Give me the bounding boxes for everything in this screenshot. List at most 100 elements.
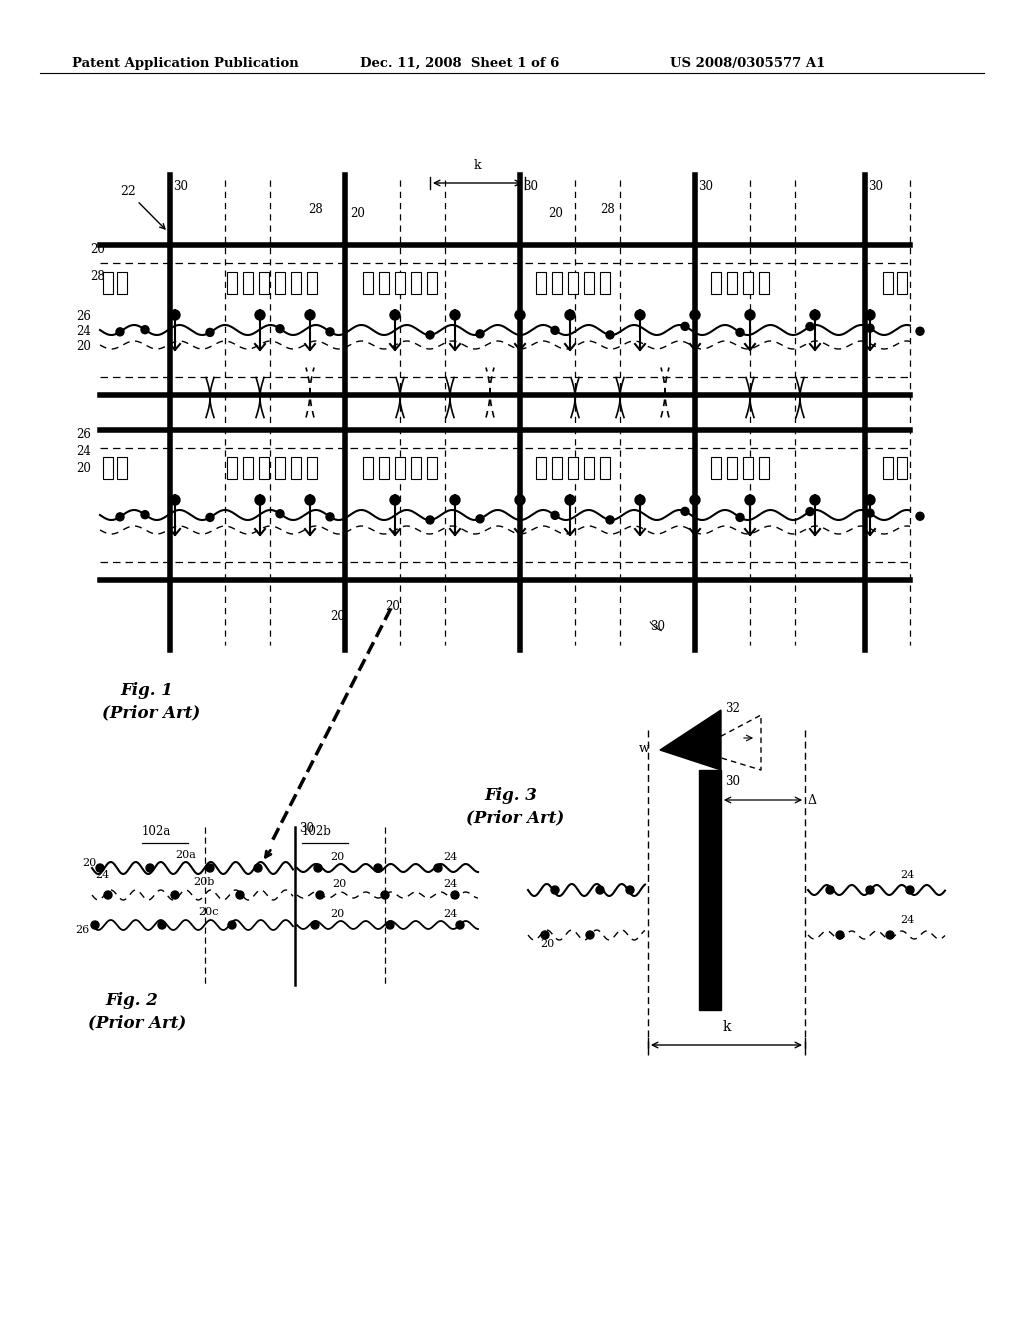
- Circle shape: [116, 513, 124, 521]
- Circle shape: [635, 310, 645, 319]
- Bar: [536, 272, 546, 294]
- Bar: [883, 272, 893, 294]
- Bar: [259, 457, 269, 479]
- Bar: [711, 272, 721, 294]
- Bar: [568, 272, 578, 294]
- Circle shape: [681, 322, 689, 330]
- Circle shape: [170, 495, 180, 506]
- Bar: [291, 457, 301, 479]
- Circle shape: [311, 921, 319, 929]
- Bar: [275, 272, 285, 294]
- Text: 24: 24: [76, 445, 91, 458]
- Bar: [395, 272, 406, 294]
- Circle shape: [326, 513, 334, 521]
- Text: 20: 20: [332, 879, 346, 888]
- Circle shape: [206, 513, 214, 521]
- Circle shape: [541, 931, 549, 939]
- Circle shape: [206, 865, 214, 873]
- Circle shape: [866, 886, 874, 894]
- Bar: [711, 457, 721, 479]
- Bar: [362, 457, 373, 479]
- Bar: [275, 457, 285, 479]
- Bar: [411, 457, 421, 479]
- Circle shape: [596, 886, 604, 894]
- Bar: [759, 272, 769, 294]
- Circle shape: [806, 322, 814, 330]
- Circle shape: [906, 886, 914, 894]
- Bar: [427, 457, 437, 479]
- Text: 30: 30: [868, 180, 883, 193]
- Circle shape: [434, 865, 442, 873]
- Circle shape: [865, 310, 874, 319]
- Bar: [291, 272, 301, 294]
- Circle shape: [515, 310, 525, 319]
- Bar: [600, 272, 610, 294]
- Text: (Prior Art): (Prior Art): [88, 1014, 186, 1031]
- Circle shape: [236, 891, 244, 899]
- Circle shape: [551, 326, 559, 334]
- Circle shape: [450, 310, 460, 319]
- Circle shape: [690, 495, 700, 506]
- Text: 20: 20: [90, 243, 104, 256]
- Circle shape: [254, 865, 262, 873]
- Text: 20: 20: [76, 341, 91, 352]
- Text: 20: 20: [330, 851, 344, 862]
- Text: 20: 20: [548, 207, 563, 220]
- Circle shape: [826, 886, 834, 894]
- Text: 102b: 102b: [302, 825, 332, 838]
- Circle shape: [450, 495, 460, 506]
- Text: 24: 24: [95, 870, 110, 880]
- Text: 30: 30: [650, 620, 665, 634]
- Circle shape: [386, 921, 394, 929]
- Bar: [227, 272, 237, 294]
- Circle shape: [158, 921, 166, 929]
- Circle shape: [228, 921, 236, 929]
- Text: Fig. 1: Fig. 1: [120, 682, 173, 700]
- Bar: [568, 457, 578, 479]
- Text: 28: 28: [600, 203, 614, 216]
- Circle shape: [681, 507, 689, 515]
- Bar: [897, 272, 907, 294]
- Circle shape: [426, 331, 434, 339]
- Text: 26: 26: [75, 925, 89, 935]
- Circle shape: [390, 310, 400, 319]
- Bar: [727, 457, 737, 479]
- Circle shape: [565, 495, 575, 506]
- Circle shape: [886, 931, 894, 939]
- Circle shape: [916, 512, 924, 520]
- Bar: [379, 272, 389, 294]
- Circle shape: [206, 329, 214, 337]
- Bar: [536, 457, 546, 479]
- Circle shape: [635, 495, 645, 506]
- Circle shape: [255, 495, 265, 506]
- Text: (Prior Art): (Prior Art): [466, 809, 564, 826]
- Text: 24: 24: [900, 915, 914, 925]
- Circle shape: [586, 931, 594, 939]
- Polygon shape: [660, 710, 721, 770]
- Circle shape: [565, 310, 575, 319]
- Text: 24: 24: [443, 879, 458, 888]
- Text: (Prior Art): (Prior Art): [102, 704, 201, 721]
- Circle shape: [141, 511, 150, 519]
- Text: 30: 30: [523, 180, 538, 193]
- Text: 22: 22: [120, 185, 165, 228]
- Text: 30: 30: [299, 822, 314, 836]
- Bar: [103, 457, 113, 479]
- Bar: [883, 457, 893, 479]
- Circle shape: [426, 516, 434, 524]
- Bar: [117, 272, 127, 294]
- Bar: [362, 272, 373, 294]
- Circle shape: [171, 891, 179, 899]
- Circle shape: [745, 310, 755, 319]
- Text: k: k: [474, 158, 481, 172]
- Circle shape: [305, 495, 315, 506]
- Text: US 2008/0305577 A1: US 2008/0305577 A1: [670, 57, 825, 70]
- Text: k: k: [722, 1020, 731, 1034]
- Bar: [897, 457, 907, 479]
- Text: 20b: 20b: [193, 876, 214, 887]
- Circle shape: [806, 508, 814, 516]
- Circle shape: [116, 327, 124, 335]
- Text: Patent Application Publication: Patent Application Publication: [72, 57, 299, 70]
- Text: 26: 26: [76, 428, 91, 441]
- Circle shape: [866, 510, 874, 517]
